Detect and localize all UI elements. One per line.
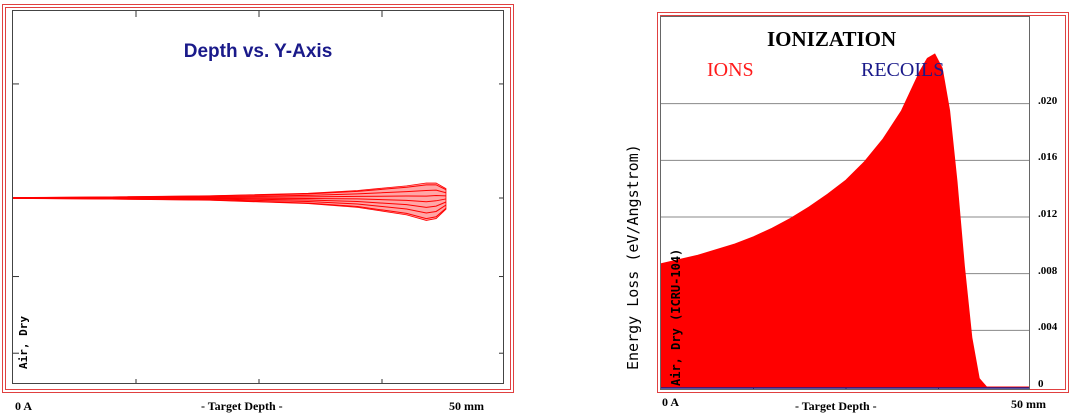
right-x-tick-start: 0 A: [662, 395, 680, 409]
ion-trajectory-streaks: [13, 184, 447, 220]
right-y-tick-label: .012: [1038, 208, 1058, 220]
right-x-axis-label: - Target Depth -: [795, 399, 877, 413]
left-plot-svg: [13, 11, 503, 383]
left-x-tick-end: 50 mm: [449, 399, 484, 413]
right-y-tick-label: .008: [1038, 264, 1058, 277]
right-y-tick-label: .016: [1038, 151, 1058, 164]
right-y-tick-label: .020: [1038, 94, 1058, 107]
legend-ions: IONS: [707, 59, 754, 81]
right-y-tick-label: 0: [1038, 378, 1044, 390]
right-y-tick-label: .004: [1038, 321, 1058, 334]
ion-trajectory: [13, 184, 447, 199]
left-material-label: Air, Dry: [17, 316, 30, 369]
left-chart-frame: [2, 4, 514, 393]
right-chart-title: IONIZATION: [767, 27, 897, 51]
depth-y-axis-chart: Depth vs. Y-Axis Air, Dry 0 A - Target D…: [0, 0, 515, 417]
right-y-axis-label: Energy Loss (eV/Angstrom): [624, 144, 642, 370]
left-plot-area: Depth vs. Y-Axis Air, Dry: [12, 10, 504, 384]
right-chart-frame: [657, 12, 1069, 393]
left-axis-ticks: [13, 11, 503, 383]
left-x-axis-label: - Target Depth -: [201, 399, 283, 413]
left-chart-title: Depth vs. Y-Axis: [183, 41, 333, 62]
right-material-label: Air, Dry (ICRU-104): [669, 248, 683, 386]
right-x-tick-end: 50 mm: [1011, 397, 1046, 411]
right-plot-svg: [661, 53, 1029, 389]
legend-recoils: RECOILS: [861, 59, 945, 81]
right-plot-area: IONIZATION IONS RECOILS Air, Dry (ICRU-1…: [660, 16, 1030, 390]
left-x-tick-start: 0 A: [15, 399, 33, 413]
ionization-chart: Energy Loss (eV/Angstrom) IONIZATION ION…: [540, 0, 1071, 417]
ion-trajectory-envelope: [13, 182, 447, 221]
ions-ionization-area: [661, 53, 1029, 388]
